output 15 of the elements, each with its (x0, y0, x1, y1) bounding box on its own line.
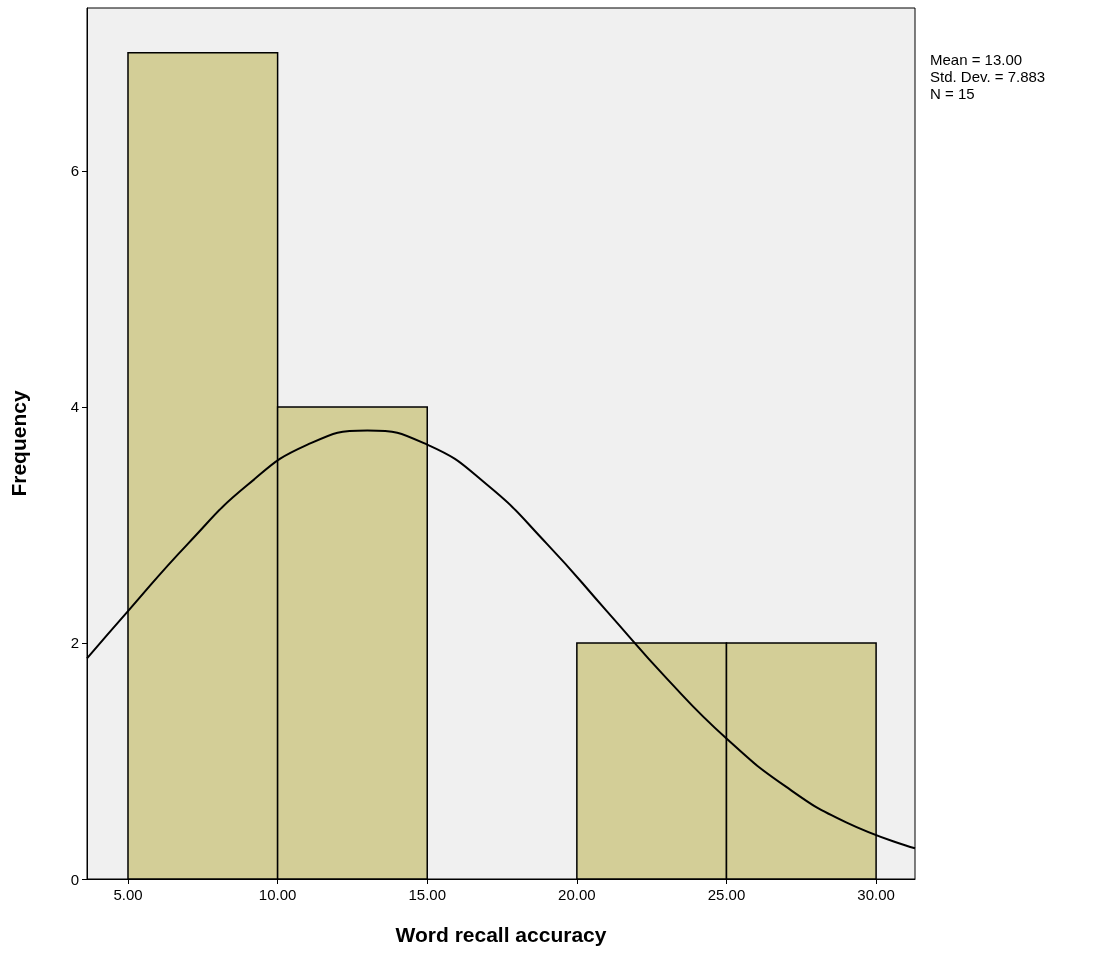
y-tick-label: 6 (70, 162, 79, 180)
x-tick-label: 30.00 (857, 886, 895, 903)
y-tick-label: 4 (70, 398, 79, 416)
text: Std. Dev. = 7.883 (930, 68, 1046, 85)
x-axis-title: Word recall accuracy (395, 923, 607, 946)
x-tick-label: 15.00 (408, 886, 447, 903)
text: N = 15 (930, 85, 975, 102)
x-tick-label: 5.00 (113, 886, 143, 903)
x-tick-label: 25.00 (707, 886, 746, 903)
y-tick-label: 0 (70, 870, 79, 888)
x-tick-label: 20.00 (558, 886, 596, 903)
text: Mean = 13.00 (930, 51, 1023, 68)
y-tick-label: 2 (70, 634, 79, 652)
y-axis-title: Frequency (7, 390, 30, 497)
x-tick-label: 10.00 (258, 886, 297, 903)
